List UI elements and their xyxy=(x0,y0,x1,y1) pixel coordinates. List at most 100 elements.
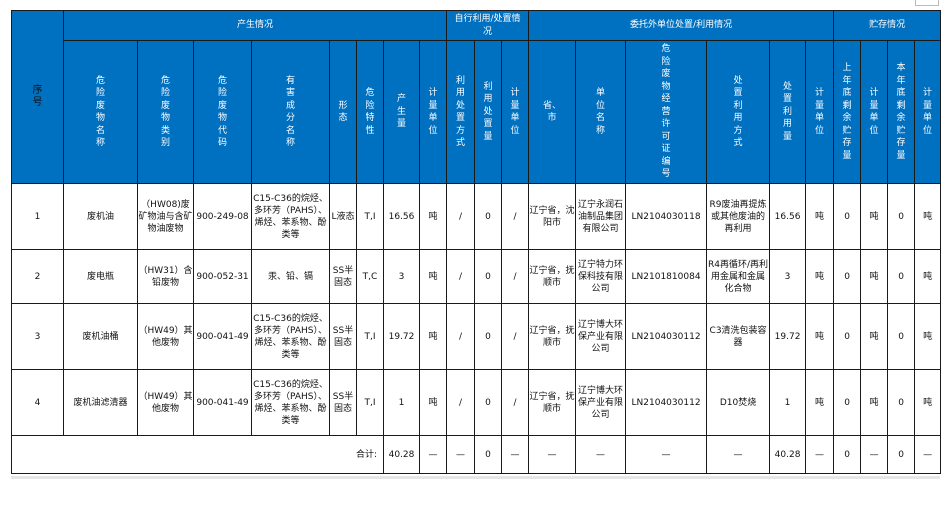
table-cell: 0 xyxy=(887,303,916,370)
table-cell: SS半固态 xyxy=(329,303,357,370)
header-group-self-disposal: 自行利用/处置情况 xyxy=(446,10,530,41)
table-cell: 0 xyxy=(887,183,916,250)
table-cell: R4再循环/再利用金属和金属化合物 xyxy=(706,249,771,304)
table-cell: 吨 xyxy=(805,369,835,436)
total-cell: 0 xyxy=(833,435,862,474)
table-cell: 吨 xyxy=(418,369,448,436)
table-cell: 1 xyxy=(383,369,420,436)
header-column: 计量单位 xyxy=(914,40,942,184)
table-cell: 19.72 xyxy=(383,303,420,370)
table-cell: LN2104030118 xyxy=(625,183,708,250)
table-cell: 辽宁永润石油制品集团有限公司 xyxy=(575,183,627,250)
table-cell: 吨 xyxy=(805,303,835,370)
table-cell: SS半固态 xyxy=(329,369,357,436)
table-cell: C15-C36的烷烃、多环芳（PAHS）、烯烃、苯系物、酚类等 xyxy=(251,369,330,436)
table-cell: T,I xyxy=(356,303,384,370)
total-cell: — xyxy=(706,435,771,474)
table-cell: 16.56 xyxy=(383,183,420,250)
table-cell: 16.56 xyxy=(769,183,807,250)
table-cell: 1 xyxy=(769,369,807,436)
total-cell: — xyxy=(418,435,448,474)
table-cell: T,I xyxy=(356,369,384,436)
table-cell: 吨 xyxy=(805,249,835,304)
sheet-corner-marker xyxy=(915,0,939,6)
table-cell: SS半固态 xyxy=(329,249,357,304)
table-cell: （HW31）含铅废物 xyxy=(137,249,194,304)
header-column: 危险废物经营许可证编号 xyxy=(625,40,708,184)
table-cell: （HW49）其他废物 xyxy=(137,369,194,436)
table-cell: 汞、铅、镉 xyxy=(251,249,330,304)
header-column: 处置利用量 xyxy=(769,40,807,184)
table-cell: D10焚烧 xyxy=(706,369,771,436)
table-cell: C15-C36的烷烃、多环芳（PAHS）、烯烃、苯系物、酚类等 xyxy=(251,183,330,250)
total-cell: — xyxy=(501,435,530,474)
table-cell: 辽宁省，抚顺市 xyxy=(528,249,577,304)
header-group-generation: 产生情况 xyxy=(62,10,448,41)
table-cell: （HW08)废矿物油与含矿物油废物 xyxy=(137,183,194,250)
total-row: 合计: 40.28— —0— — — — —40.28—0—0— xyxy=(11,435,942,474)
table-cell: 0 xyxy=(833,369,862,436)
table-cell: T,I xyxy=(356,183,384,250)
table-cell: 吨 xyxy=(914,369,942,436)
header-column: 处置利用方式 xyxy=(706,40,771,184)
table-cell: / xyxy=(446,369,476,436)
header-column: 本年底剩余贮存量 xyxy=(887,40,916,184)
table-cell: 辽宁博大环保产业有限公司 xyxy=(575,369,627,436)
header-column: 计量单位 xyxy=(805,40,835,184)
table-cell: 900-249-08 xyxy=(193,183,252,250)
table-cell: C3清洗包装容器 xyxy=(706,303,771,370)
header-column: 危险废物名称 xyxy=(63,40,138,184)
table-cell: 3 xyxy=(769,249,807,304)
header-seq: 序号 xyxy=(11,10,64,184)
total-cell: — xyxy=(625,435,708,474)
table-cell: 1 xyxy=(11,183,64,250)
table-cell: 0 xyxy=(833,249,862,304)
table-cell: 辽宁省，抚顺市 xyxy=(528,303,577,370)
table-cell: C15-C36的烷烃、多环芳（PAHS）、烯烃、苯系物、酚类等 xyxy=(251,303,330,370)
table-row: 3 废机油桶 （HW49）其他废物 900-041-49 C15-C36的烷烃、多环芳（… xyxy=(11,303,942,370)
table-cell: 废机油滤清器 xyxy=(63,369,138,436)
header-column: 形态 xyxy=(329,40,357,184)
total-cell: 40.28 xyxy=(383,435,420,474)
header-column: 利用处置方式 xyxy=(446,40,476,184)
table-cell: / xyxy=(501,303,530,370)
total-cell: 0 xyxy=(474,435,503,474)
table-cell: L液态 xyxy=(329,183,357,250)
horizontal-scrollbar[interactable] xyxy=(11,476,940,479)
total-cell: — xyxy=(446,435,476,474)
header-column: 省、市 xyxy=(528,40,577,184)
header-column: 单位名称 xyxy=(575,40,627,184)
total-cell: 40.28 xyxy=(769,435,807,474)
table-cell: 0 xyxy=(887,369,916,436)
table-cell: 19.72 xyxy=(769,303,807,370)
table-cell: / xyxy=(446,249,476,304)
table-cell: / xyxy=(501,249,530,304)
table-cell: 吨 xyxy=(914,303,942,370)
table-cell: LN2104030112 xyxy=(625,369,708,436)
table-cell: 900-052-31 xyxy=(193,249,252,304)
total-cell: — xyxy=(575,435,627,474)
table-cell: 2 xyxy=(11,249,64,304)
table-cell: 吨 xyxy=(914,183,942,250)
table-cell: 0 xyxy=(474,249,503,304)
table-cell: 吨 xyxy=(860,249,889,304)
table-cell: 废机油 xyxy=(63,183,138,250)
table-cell: LN2104030112 xyxy=(625,303,708,370)
table-cell: 辽宁省，沈阳市 xyxy=(528,183,577,250)
table-cell: / xyxy=(446,303,476,370)
table-cell: 吨 xyxy=(860,183,889,250)
table-cell: 辽宁博大环保产业有限公司 xyxy=(575,303,627,370)
header-column: 利用处置量 xyxy=(474,40,503,184)
total-cell: — xyxy=(860,435,889,474)
header-group-storage: 贮存情况 xyxy=(833,10,942,41)
table-cell: 吨 xyxy=(418,249,448,304)
table-cell: 0 xyxy=(887,249,916,304)
total-label: 合计: xyxy=(11,435,384,474)
header-column: 有害成分名称 xyxy=(251,40,330,184)
total-cell: — xyxy=(528,435,577,474)
header-column: 上年底剩余贮存量 xyxy=(833,40,862,184)
table-cell: 0 xyxy=(474,183,503,250)
table-row: 4 废机油滤清器 （HW49）其他废物 900-041-49 C15-C36的烷烃、多环… xyxy=(11,369,942,436)
table-cell: 0 xyxy=(833,303,862,370)
table-cell: 3 xyxy=(383,249,420,304)
